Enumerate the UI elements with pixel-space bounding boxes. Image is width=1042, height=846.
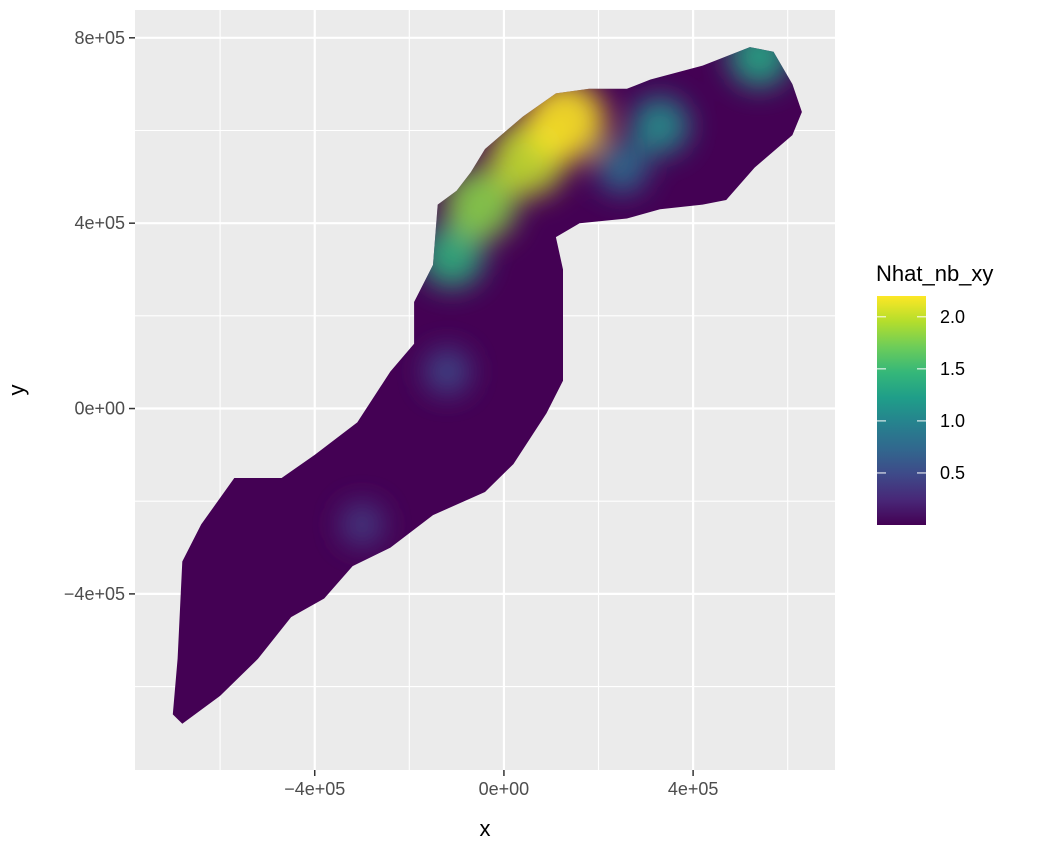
legend-title: Nhat_nb_xy — [876, 261, 993, 286]
y-axis-title: y — [4, 385, 29, 396]
legend-ticks: 2.0 1.5 1.0 0.5 — [877, 307, 965, 483]
y-axis: 8e+05 4e+05 0e+00 −4e+05 — [64, 28, 135, 604]
region-hotspots — [340, 47, 791, 547]
y-tick-label: 0e+00 — [74, 399, 125, 419]
hotspot — [728, 47, 791, 88]
heatmap-region — [172, 47, 802, 724]
x-axis: −4e+05 0e+00 4e+05 — [284, 770, 718, 799]
y-tick-label: 4e+05 — [74, 213, 125, 233]
legend-tick-label: 2.0 — [940, 307, 965, 327]
x-tick-label: −4e+05 — [284, 779, 345, 799]
legend: Nhat_nb_xy 2.0 1.5 1.0 0.5 — [876, 261, 993, 525]
region-base — [172, 47, 802, 724]
hotspot — [631, 96, 689, 155]
x-tick-label: 0e+00 — [479, 779, 530, 799]
hotspot — [596, 141, 649, 194]
hotspot — [444, 168, 517, 241]
legend-tick-label: 1.0 — [940, 411, 965, 431]
y-tick-label: −4e+05 — [64, 584, 125, 604]
x-tick-label: 4e+05 — [668, 779, 719, 799]
hotspot — [340, 502, 385, 547]
legend-colorbar — [877, 296, 926, 525]
hotspot — [424, 348, 471, 395]
x-axis-title: x — [480, 816, 491, 841]
legend-tick-label: 1.5 — [940, 359, 965, 379]
y-tick-label: 8e+05 — [74, 28, 125, 48]
legend-tick-label: 0.5 — [940, 463, 965, 483]
hotspot — [525, 81, 606, 162]
hotspot — [419, 223, 484, 288]
